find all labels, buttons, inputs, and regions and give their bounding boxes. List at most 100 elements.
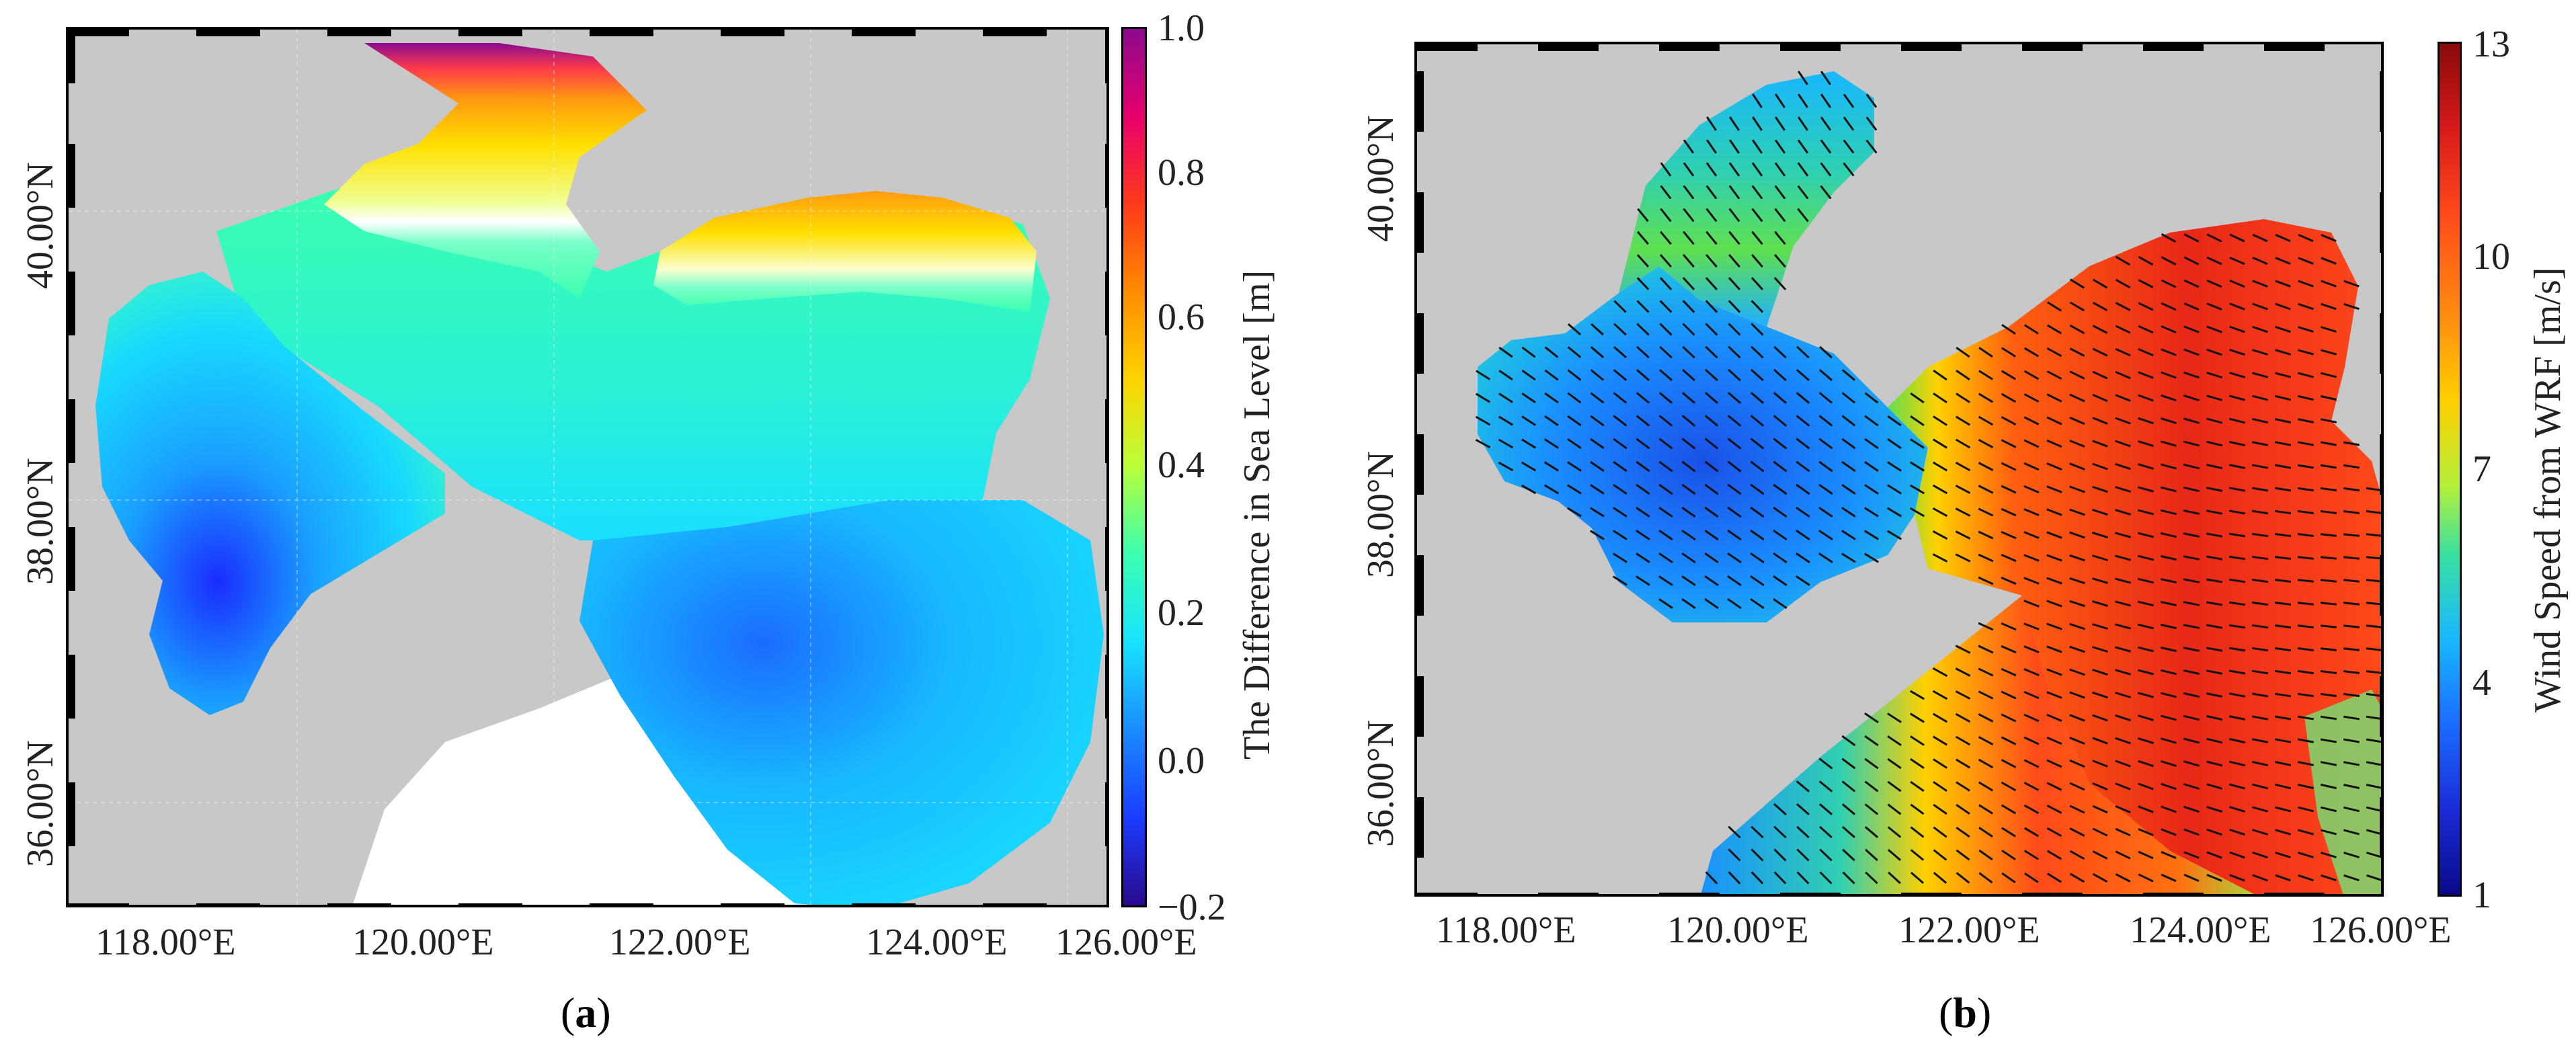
wind-vector-606 [2251,669,2269,675]
wind-vector-379 [1818,483,1833,495]
wind-vector-586 [2251,647,2269,652]
wind-vector-391 [2092,485,2108,493]
wind-vector-564 [2183,624,2200,629]
wind-vector-592 [1932,667,1948,678]
wind-vector-331 [1567,461,1582,472]
wind-vector-714 [2001,781,2017,792]
wind-vector-115 [2183,302,2200,311]
wind-vector-520 [2092,577,2108,584]
wind-vector-56 [1774,231,1786,245]
caption-a-close: ) [596,989,611,1036]
wind-vector-423 [2001,507,2017,517]
wind-vector-175 [2252,349,2268,356]
wind-vector-556 [2001,622,2017,631]
wind-vector-271 [1933,415,1947,426]
wind-vector-487 [1955,553,1971,563]
wind-vector-674 [2251,738,2269,743]
wind-vector-712 [1956,781,1970,792]
wind-vector-464 [2160,532,2177,538]
wind-vector-201 [2046,370,2062,380]
wind-vector-644 [2115,714,2131,722]
wind-vector-153 [1636,345,1650,359]
wind-vector-637 [1955,712,1971,723]
wind-vector-225 [1727,392,1742,404]
wind-vector-112 [2115,302,2131,311]
wind-vector-40 [1797,185,1809,200]
wind-vector-595 [2001,667,2017,677]
lon-label-118: 118.00°E [95,922,236,963]
wind-vector-750 [2206,805,2222,813]
wind-vector-292 [1544,438,1559,449]
liaodong-bay-b [1619,71,1874,327]
wind-vector-801 [2046,850,2062,860]
wind-vector-810 [2252,851,2268,859]
wind-vector-780 [2229,828,2245,836]
wind-vector-270 [1910,415,1925,426]
wind-vector-572 [2366,624,2381,628]
wind-vector-290 [1498,438,1514,449]
wind-vector-736 [1887,803,1902,815]
wind-vector-14 [1843,116,1855,131]
wind-vector-456 [1978,530,1994,540]
wind-vector-323 [2251,441,2269,446]
wind-vector-329 [1521,461,1537,472]
wind-vector-297 [1658,438,1673,450]
wind-vector-311 [1978,438,1994,449]
wind-vector-669 [2138,737,2154,745]
wind-vector-180 [1498,370,1513,380]
white-land-area [352,675,817,905]
wind-vector-842 [2298,874,2314,882]
wind-vector-333 [1613,460,1627,473]
wind-vector-374 [1704,483,1719,495]
wind-vector-371 [1636,483,1650,495]
wind-vector-836 [2161,873,2177,883]
wind-vector-569 [2297,624,2315,628]
wind-vector-527 [2251,578,2269,583]
wind-vector-448 [1773,529,1787,541]
wind-vector-530 [2320,579,2337,583]
wind-vector-303 [1796,438,1810,450]
wind-vector-216 [1521,393,1536,403]
wind-vector-11 [1774,116,1786,131]
wind-vector-152 [1613,345,1627,359]
wind-vector-291 [1521,438,1536,449]
wind-vector-227 [1773,392,1787,404]
wind-vector-93 [2161,279,2177,288]
wind-vector-806 [2161,851,2177,859]
wind-vector-357 [2161,463,2177,470]
wind-vector-154 [1659,345,1673,359]
wind-vector-368 [1567,484,1582,495]
wind-vector-790 [1796,848,1810,862]
wind-vector-649 [2228,715,2246,721]
wind-vector-302 [1773,438,1787,450]
wind-vector-42 [1637,208,1649,222]
wind-vector-117 [2229,302,2245,311]
wind-vector-375 [1727,483,1742,495]
lon-label-118-b: 118.00°E [1436,909,1576,951]
wind-vector-246 [2229,395,2245,401]
wind-vector-623 [2161,692,2177,698]
wind-vector-305 [1841,438,1856,450]
wind-vector-358 [2183,463,2200,470]
wind-vector-656 [1841,735,1856,747]
wind-vector-86 [1728,277,1741,290]
wind-vector-332 [1590,461,1605,472]
wind-vector-230 [1841,392,1856,404]
wind-vector-481 [1773,552,1787,564]
wind-vector-495 [2137,555,2155,561]
wind-vector-268 [1864,415,1879,427]
wind-vector-483 [1818,553,1833,563]
wind-vector-121 [2321,302,2337,311]
wind-vector-149 [1544,346,1559,358]
wind-vector-257 [1613,415,1627,427]
wind-vector-721 [2161,782,2177,790]
wind-vector-845 [2366,874,2381,881]
wind-vector-343 [1841,460,1856,473]
wind-vector-544 [2137,600,2155,607]
wind-vector-125 [1613,323,1627,336]
wind-vector-341 [1796,460,1810,473]
wind-vector-459 [2046,531,2062,539]
wind-vector-213 [2320,372,2337,378]
wind-vector-820 [1796,871,1810,885]
wind-vector-519 [2069,577,2085,585]
